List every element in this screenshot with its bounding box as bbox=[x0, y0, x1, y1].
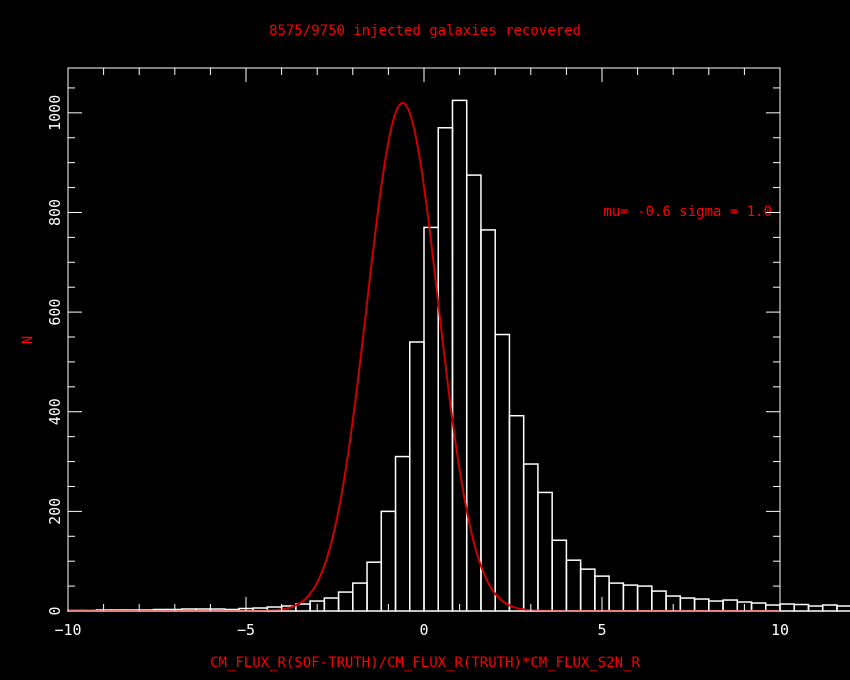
y-tick-label: 600 bbox=[46, 299, 64, 326]
y-axis-label: N bbox=[20, 336, 36, 344]
x-tick-label: 0 bbox=[419, 621, 428, 639]
histogram-bar bbox=[836, 605, 850, 612]
chart-title: 8575/9750 injected galaxies recovered bbox=[269, 23, 581, 39]
y-tick-label: 400 bbox=[46, 398, 64, 425]
x-tick-label: −5 bbox=[237, 621, 255, 639]
axis-ticks: −10 −5 0 5 10 0 200 400 600 800 1000 bbox=[46, 68, 789, 639]
y-tick-label: 800 bbox=[46, 199, 64, 226]
x-axis-label: CM_FLUX_R(SOF-TRUTH)/CM_FLUX_R(TRUTH)*CM… bbox=[210, 655, 640, 671]
x-tick-label: −10 bbox=[54, 621, 81, 639]
x-tick-label: 5 bbox=[597, 621, 606, 639]
y-tick-label: 200 bbox=[46, 498, 64, 525]
x-tick-label: 10 bbox=[771, 621, 789, 639]
y-tick-label: 0 bbox=[46, 606, 64, 615]
fit-annotation: mu= -0.6 sigma = 1.0 bbox=[603, 204, 772, 220]
y-tick-label: 1000 bbox=[46, 95, 64, 131]
